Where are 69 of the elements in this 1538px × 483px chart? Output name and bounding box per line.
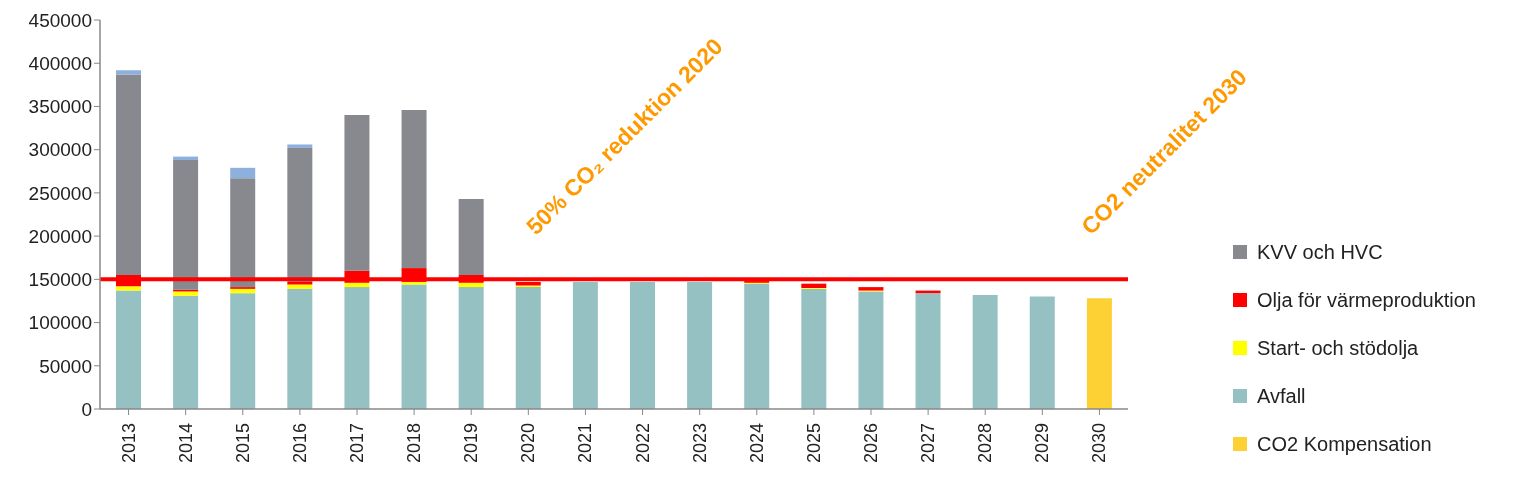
y-tick-label: 100000 — [28, 312, 92, 334]
bar — [401, 281, 427, 285]
x-tick-label: 2020 — [518, 423, 539, 464]
bar — [173, 295, 199, 409]
x-tick-label: 2025 — [803, 423, 824, 464]
bar — [629, 281, 655, 409]
bar — [173, 291, 199, 296]
bar — [915, 293, 941, 409]
x-tick-label: 2029 — [1032, 423, 1053, 464]
legend-label: KVV och HVC — [1257, 240, 1383, 264]
legend-label: Start- och stödolja — [1257, 336, 1419, 360]
legend-label: CO2 Kompensation — [1257, 432, 1432, 456]
bar — [115, 290, 141, 409]
x-tick-label: 2023 — [689, 423, 710, 464]
x-tick-label: 2027 — [918, 423, 939, 464]
bar — [1029, 296, 1055, 409]
bar — [230, 178, 256, 288]
bar — [401, 109, 427, 269]
y-tick-label: 0 — [81, 398, 92, 420]
y-tick-label: 400000 — [28, 52, 92, 74]
bar — [115, 286, 141, 291]
bar — [687, 281, 713, 409]
bar — [801, 283, 827, 288]
bar — [344, 287, 370, 409]
y-tick-label: 350000 — [28, 96, 92, 118]
bar — [858, 291, 884, 409]
bar — [744, 283, 770, 409]
bar — [458, 287, 484, 409]
y-tick-label: 200000 — [28, 225, 92, 247]
x-tick-label: 2018 — [404, 423, 425, 464]
bar — [458, 198, 484, 276]
bar — [972, 294, 998, 409]
legend-label: Olja för värmeproduktion — [1257, 288, 1476, 312]
bar — [287, 147, 313, 282]
bar — [401, 284, 427, 409]
bar — [287, 288, 313, 409]
bar — [344, 115, 370, 271]
bar — [287, 144, 313, 148]
y-tick-label: 450000 — [28, 9, 92, 31]
bar — [572, 281, 598, 409]
y-tick-label: 150000 — [28, 269, 92, 291]
bar — [458, 282, 484, 288]
bar — [230, 293, 256, 409]
x-tick-label: 2021 — [575, 423, 596, 464]
bar — [801, 288, 827, 409]
bar — [515, 287, 541, 409]
bar — [230, 288, 256, 294]
bar — [344, 282, 370, 288]
bar — [173, 160, 199, 290]
bar — [115, 74, 141, 276]
x-tick-label: 2014 — [175, 423, 196, 464]
bar — [230, 167, 256, 179]
y-tick-label: 50000 — [39, 355, 92, 377]
legend-label: Avfall — [1257, 384, 1306, 408]
bar — [115, 70, 141, 75]
bar — [287, 284, 313, 289]
x-tick-label: 2030 — [1089, 423, 1110, 464]
x-tick-label: 2015 — [232, 423, 253, 464]
x-tick-label: 2013 — [118, 423, 139, 464]
x-tick-label: 2024 — [746, 423, 767, 464]
x-tick-label: 2017 — [347, 423, 367, 464]
x-tick-label: 2022 — [632, 423, 653, 464]
x-tick-label: 2019 — [461, 423, 482, 464]
x-tick-label: 2028 — [975, 423, 996, 464]
x-tick-label: 2016 — [289, 423, 310, 464]
bar — [1086, 298, 1112, 409]
y-tick-label: 250000 — [28, 182, 92, 204]
x-tick-label: 2026 — [861, 423, 881, 464]
y-tick-label: 300000 — [28, 139, 92, 161]
